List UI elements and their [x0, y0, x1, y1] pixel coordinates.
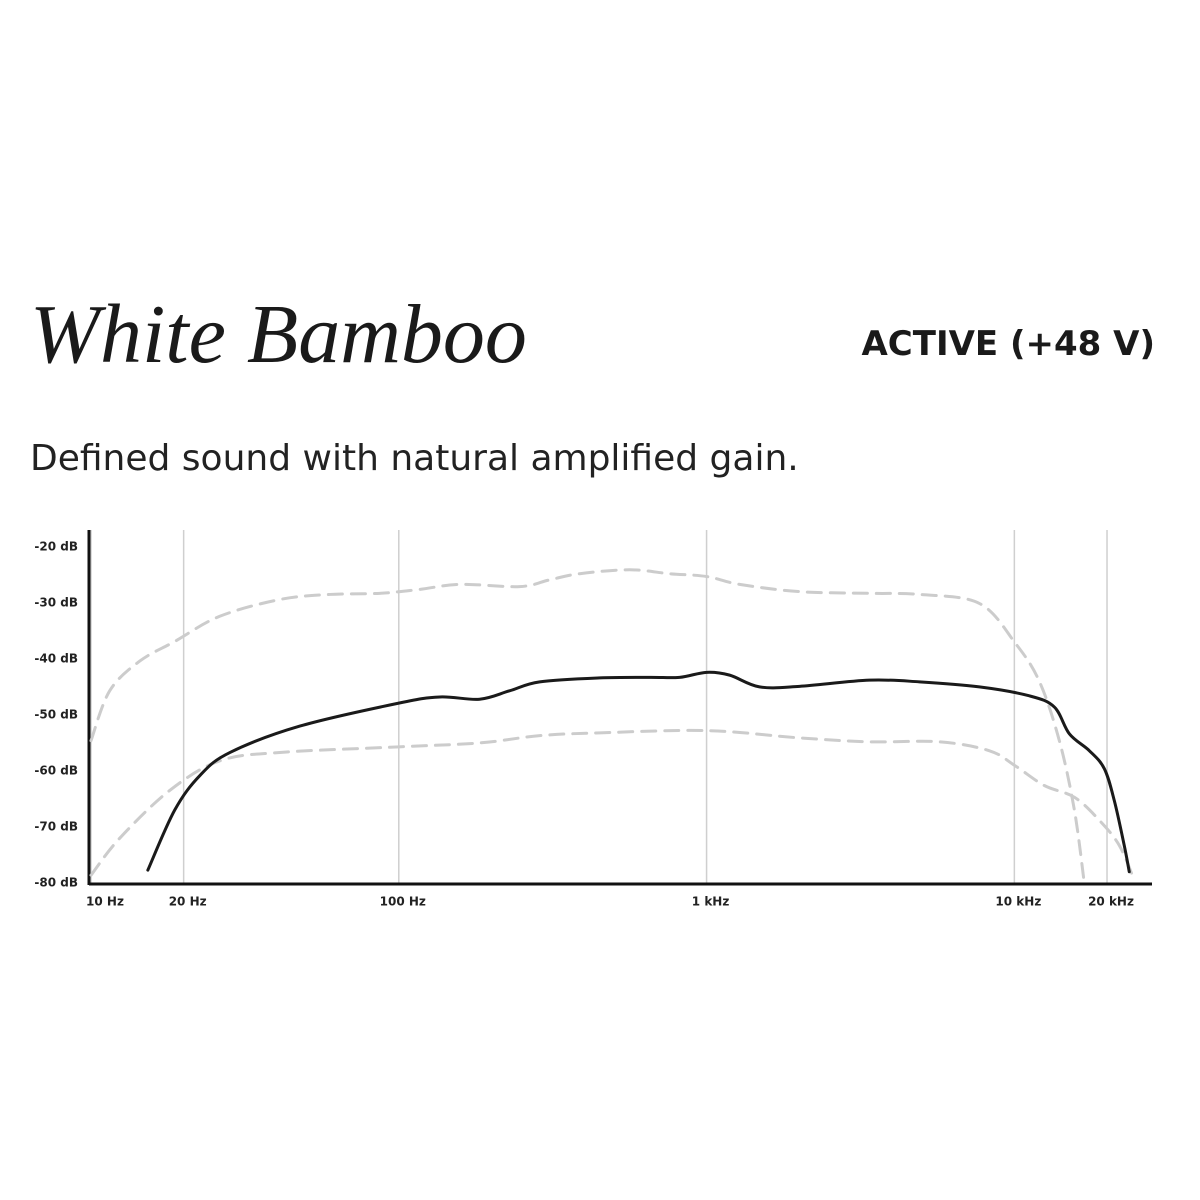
response-curve: [146, 670, 1131, 874]
y-tick-label: -30 dB: [34, 595, 78, 609]
y-tick-label: -80 dB: [34, 876, 78, 890]
y-tick-label: -60 dB: [34, 763, 78, 777]
x-tick-label: 100 Hz: [380, 895, 426, 909]
y-tick-label: -40 dB: [34, 651, 78, 665]
x-tick-label: 20 Hz: [169, 895, 207, 909]
chart-subtitle: Defined sound with natural amplified gai…: [30, 438, 799, 479]
y-tick-label: -50 dB: [34, 707, 78, 721]
x-tick-label: 10 Hz: [86, 895, 124, 909]
mode-badge: ACTIVE (+48 V): [861, 324, 1155, 364]
y-tick-label: -70 dB: [34, 819, 78, 833]
x-tick-label: 10 kHz: [995, 895, 1041, 909]
chart-title: White Bamboo: [30, 288, 527, 381]
bound-curve: [89, 568, 1086, 885]
x-tick-label: 1 kHz: [692, 895, 730, 909]
y-tick-label: -20 dB: [34, 539, 78, 553]
x-tick-label: 20 kHz: [1088, 895, 1134, 909]
bound-curve: [89, 728, 1136, 882]
